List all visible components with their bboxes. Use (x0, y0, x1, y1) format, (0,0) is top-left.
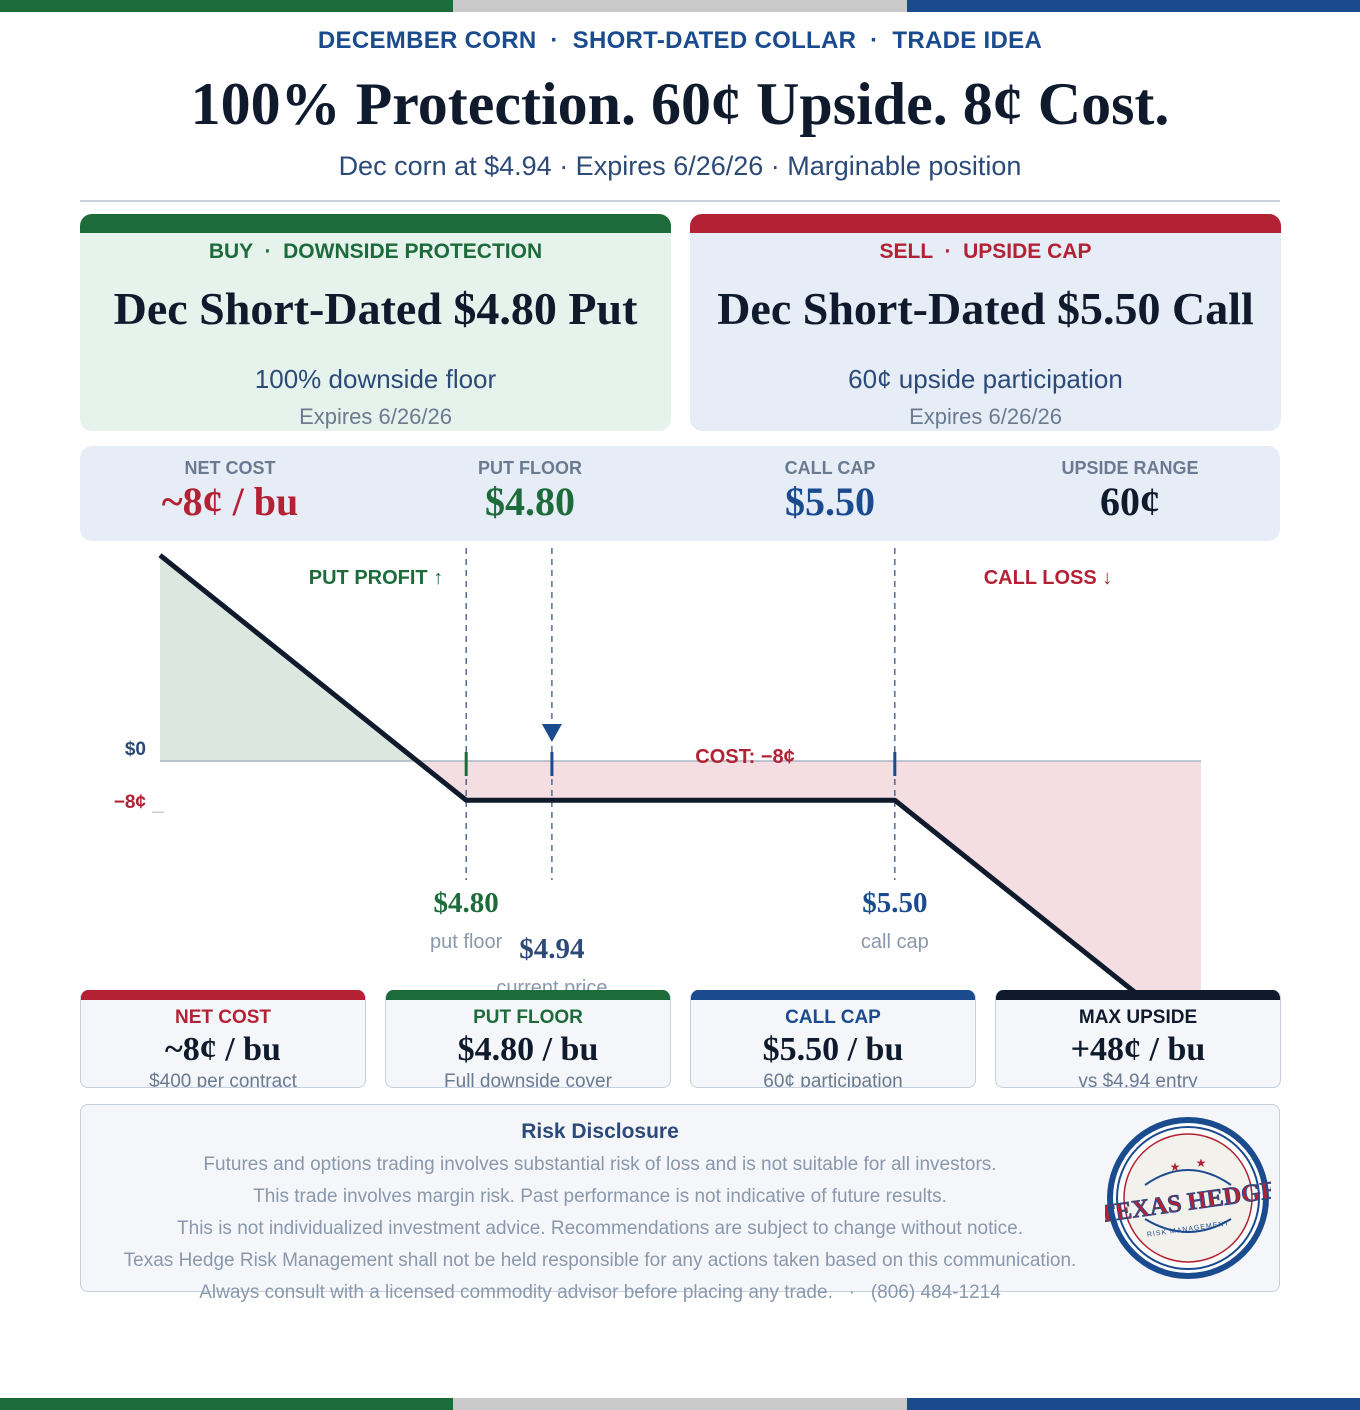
bottom-stripe (0, 1398, 1360, 1410)
cost-label: COST: −8¢ (695, 746, 794, 768)
divider (80, 200, 1280, 202)
price-sublabel: put floor (430, 931, 503, 953)
card-value: $4.80 / bu (457, 1031, 599, 1068)
current-price-pointer (541, 724, 562, 742)
payoff-chart: +50¢$0−8¢PUT PROFIT ↑CALL LOSS ↓COST: −8… (114, 548, 1201, 1000)
price-sublabel: call cap (861, 931, 929, 953)
sell-leg-panel: SELL · UPSIDE CAP Dec Short-Dated $5.50 … (690, 214, 1281, 431)
disclosure-line: Futures and options trading involves sub… (203, 1154, 997, 1175)
disclosure-line: This trade involves margin risk. Past pe… (253, 1186, 947, 1207)
top-stripe (0, 0, 1360, 12)
stat-net-cost: NET COST ~8¢ / bu (80, 458, 380, 525)
stat-label: NET COST (184, 458, 276, 478)
card-call-cap: CALL CAP $5.50 / bu 60¢ participation (690, 990, 976, 1088)
card-value: ~8¢ / bu (165, 1031, 281, 1068)
disclosure-line: Texas Hedge Risk Management shall not be… (123, 1250, 1077, 1271)
disclosure-line: Always consult with a licensed commodity… (199, 1282, 1001, 1303)
stat-value: 60¢ (1100, 479, 1160, 524)
sell-leg-title: Dec Short-Dated $5.50 Call (717, 283, 1254, 334)
payoff-line (158, 553, 1149, 1000)
svg-text:★: ★ (1170, 1160, 1181, 1174)
stat-label: CALL CAP (784, 458, 876, 478)
call-loss-label: CALL LOSS ↓ (984, 567, 1113, 589)
stat-value: ~8¢ / bu (161, 479, 299, 524)
card-label: MAX UPSIDE (1078, 1007, 1198, 1028)
buy-leg-panel: BUY · DOWNSIDE PROTECTION Dec Short-Date… (80, 214, 671, 431)
card-sub: Full downside cover (444, 1071, 612, 1088)
card-label: PUT FLOOR (473, 1007, 583, 1028)
put-profit-label: PUT PROFIT ↑ (309, 567, 443, 589)
stat-value: $4.80 (485, 479, 575, 524)
sell-leg-desc: 60¢ upside participation (848, 364, 1123, 394)
card-net-cost: NET COST ~8¢ / bu $400 per contract (80, 990, 366, 1088)
card-label: CALL CAP (785, 1007, 881, 1028)
loss-area (417, 761, 1201, 1000)
kicker: DECEMBER CORN · SHORT-DATED COLLAR · TRA… (317, 27, 1043, 54)
stat-value: $5.50 (785, 479, 875, 524)
price-label: $5.50 (862, 887, 927, 919)
disclosure-title: Risk Disclosure (521, 1120, 679, 1143)
card-put-floor: PUT FLOOR $4.80 / bu Full downside cover (385, 990, 671, 1088)
buy-leg-title: Dec Short-Dated $4.80 Put (113, 283, 638, 334)
sell-leg-expiry: Expires 6/26/26 (909, 404, 1062, 429)
card-max-upside: MAX UPSIDE +48¢ / bu vs $4.94 entry (995, 990, 1281, 1088)
stat-call-cap: CALL CAP $5.50 (680, 458, 980, 525)
price-label: $4.94 (519, 933, 584, 965)
risk-disclosure-panel (80, 1104, 1280, 1292)
stat-strip: NET COST ~8¢ / bu PUT FLOOR $4.80 CALL C… (80, 446, 1280, 541)
price-label: $4.80 (434, 887, 499, 919)
buy-leg-expiry: Expires 6/26/26 (299, 404, 452, 429)
y-tick-label: $0 (125, 739, 146, 760)
sell-leg-label: SELL · UPSIDE CAP (879, 240, 1092, 263)
buy-leg-label: BUY · DOWNSIDE PROTECTION (208, 240, 543, 263)
stat-put-floor: PUT FLOOR $4.80 (380, 458, 680, 525)
disclosure-line: This is not individualized investment ad… (177, 1218, 1023, 1239)
card-sub: 60¢ participation (763, 1071, 903, 1088)
card-value: $5.50 / bu (762, 1031, 904, 1068)
texas-hedge-logo: ★ ★ TEXAS HEDGE RISK MANAGEMENT (1105, 1117, 1271, 1279)
subline: Dec corn at $4.94 · Expires 6/26/26 · Ma… (338, 151, 1022, 181)
card-sub: $400 per contract (149, 1071, 297, 1088)
stat-label: PUT FLOOR (478, 458, 582, 478)
card-sub: vs $4.94 entry (1078, 1071, 1198, 1088)
y-tick-label: −8¢ (114, 792, 147, 813)
page-title: 100% Protection. 60¢ Upside. 8¢ Cost. (190, 71, 1170, 137)
stat-label: UPSIDE RANGE (1061, 458, 1199, 478)
stat-upside-range: UPSIDE RANGE 60¢ (980, 458, 1280, 525)
card-value: +48¢ / bu (1070, 1031, 1206, 1068)
svg-text:★: ★ (1196, 1156, 1207, 1170)
card-label: NET COST (174, 1007, 272, 1028)
buy-leg-desc: 100% downside floor (254, 364, 497, 394)
